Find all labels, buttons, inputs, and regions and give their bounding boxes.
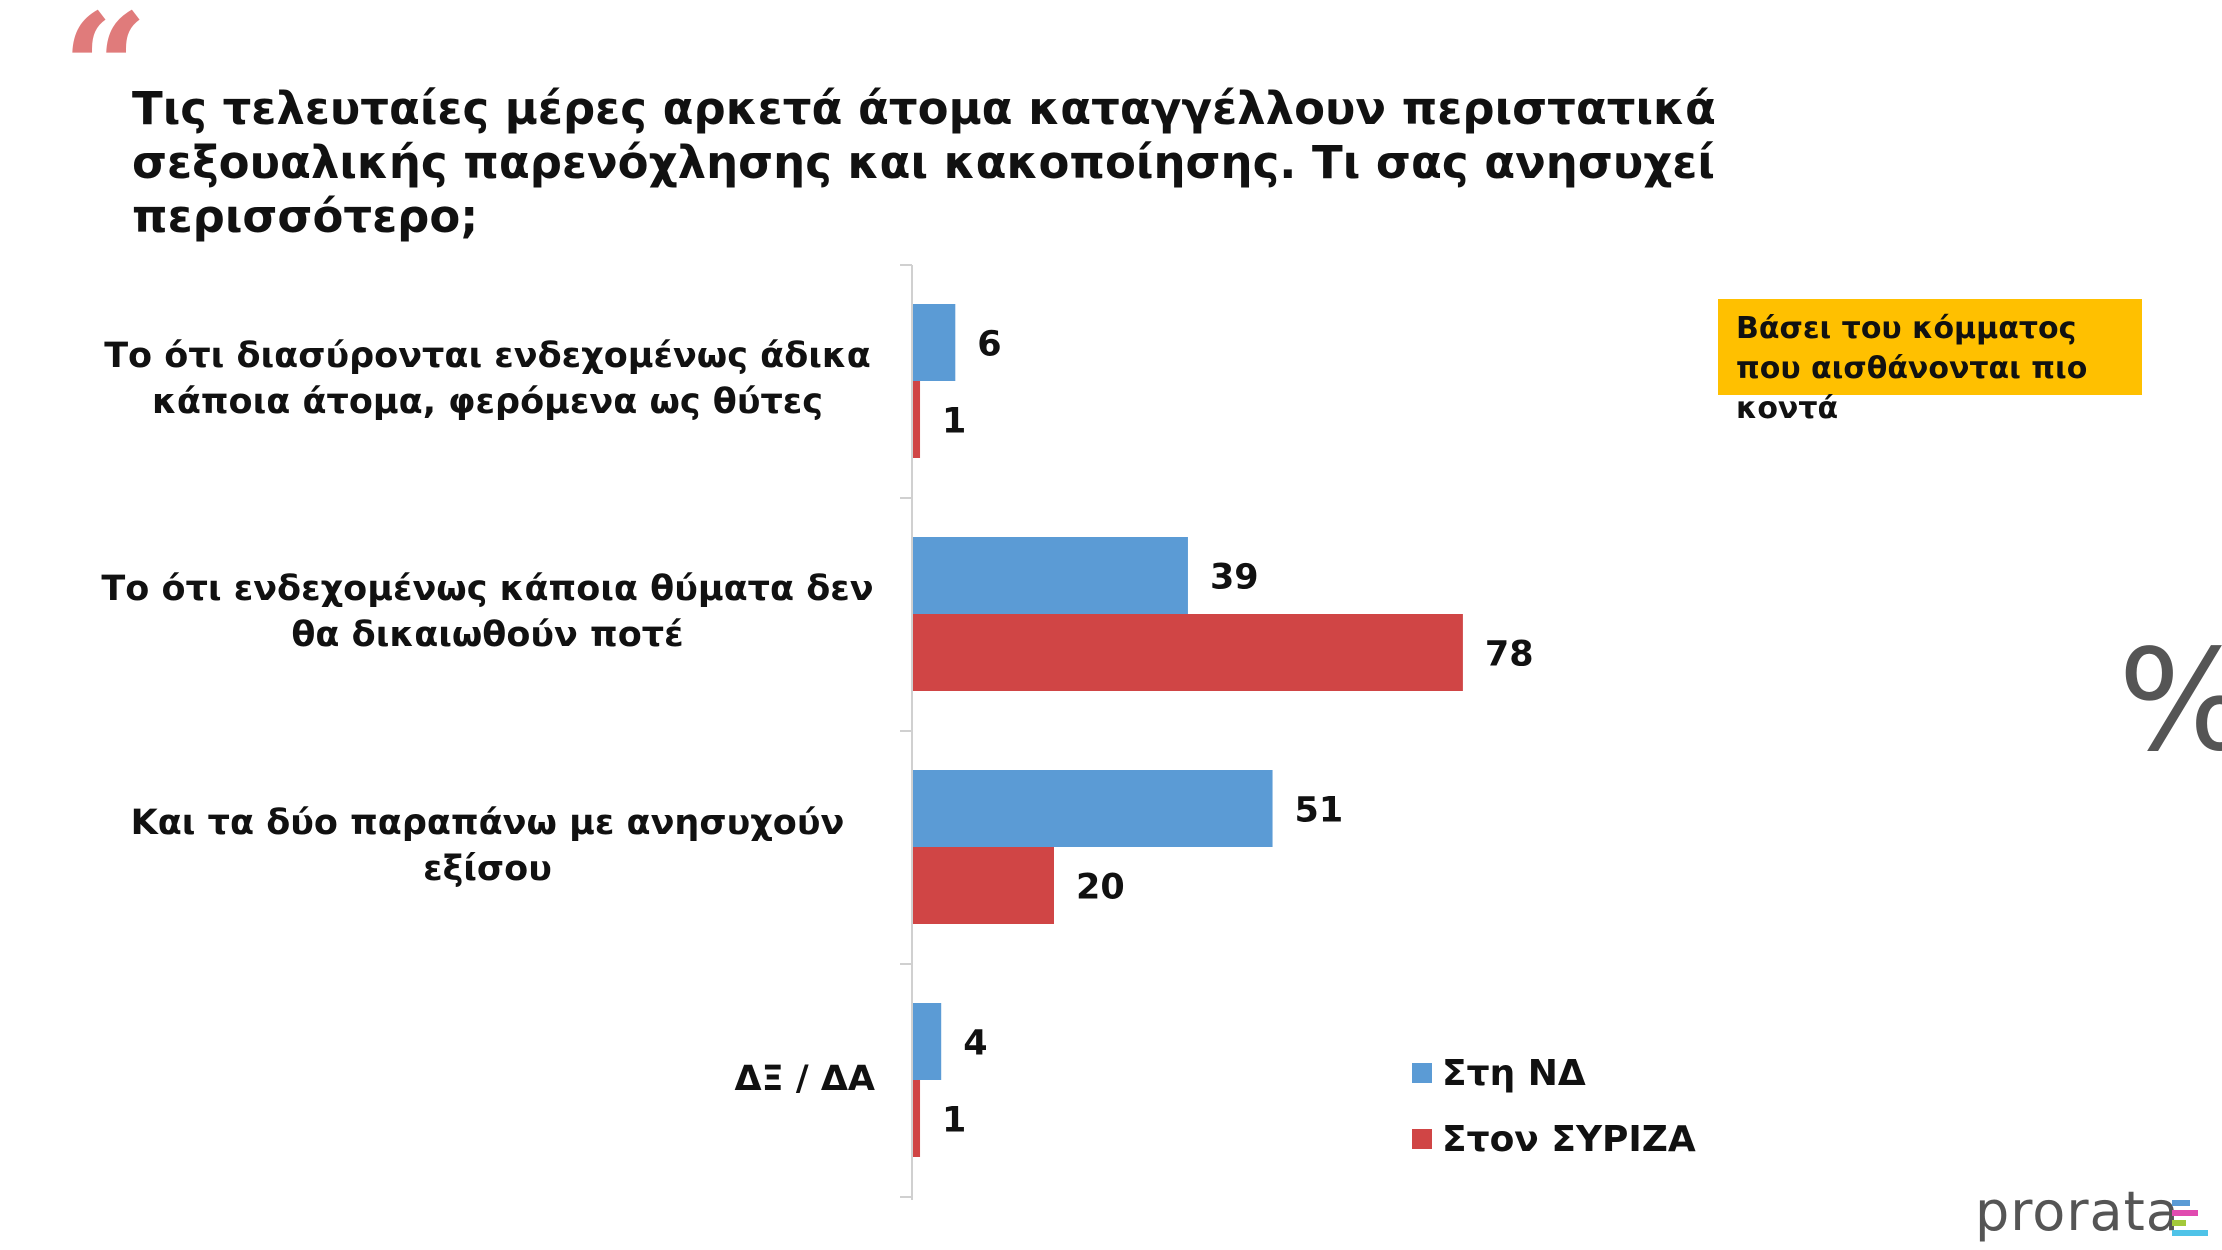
bar-syriza-2 — [913, 847, 1054, 924]
data-label-nd-3: 4 — [963, 1024, 987, 1064]
legend: Στη ΝΔ Στον ΣΥΡΙΖΑ — [1412, 1040, 1696, 1172]
legend-item-syriza: Στον ΣΥΡΙΖΑ — [1412, 1106, 1696, 1172]
legend-swatch-nd — [1412, 1063, 1432, 1083]
legend-label-syriza: Στον ΣΥΡΙΖΑ — [1442, 1118, 1696, 1160]
prorata-logo-icon — [2172, 1200, 2210, 1240]
category-label-2: Και τα δύο παραπάνω με ανησυχούν εξίσου — [130, 803, 845, 889]
data-label-syriza-0: 1 — [942, 402, 966, 442]
prorata-logo: prorata — [1975, 1180, 2180, 1243]
category-label-1: Το ότι ενδεχομένως κάποια θύματα δεν θα … — [101, 569, 874, 655]
data-label-nd-1: 39 — [1210, 558, 1259, 598]
bar-nd-0 — [913, 304, 956, 381]
bar-syriza-1 — [913, 614, 1463, 691]
category-label-0: Το ότι διασύρονται ενδεχομένως άδικα κάπ… — [104, 336, 871, 422]
bar-nd-1 — [913, 537, 1188, 614]
data-label-nd-2: 51 — [1295, 791, 1344, 831]
bar-nd-2 — [913, 770, 1273, 847]
bar-syriza-3 — [913, 1080, 921, 1157]
question-title: Τις τελευταίες μέρες αρκετά άτομα καταγγ… — [132, 82, 1716, 243]
legend-label-nd: Στη ΝΔ — [1442, 1052, 1586, 1094]
data-label-syriza-1: 78 — [1485, 635, 1534, 675]
quote-mark: “ — [62, 0, 149, 157]
category-label-3: ΔΞ / ΔΑ — [734, 1059, 875, 1099]
data-label-syriza-2: 20 — [1076, 868, 1125, 908]
legend-swatch-syriza — [1412, 1129, 1432, 1149]
bar-syriza-0 — [913, 381, 921, 458]
bar-nd-3 — [913, 1003, 942, 1080]
data-label-syriza-3: 1 — [942, 1101, 966, 1141]
note-badge: Βάσει του κόμματος που αισθάνονται πιο κ… — [1718, 299, 2142, 426]
legend-item-nd: Στη ΝΔ — [1412, 1040, 1696, 1106]
percent-sign: % — [2118, 632, 2222, 772]
data-label-nd-0: 6 — [977, 325, 1001, 365]
